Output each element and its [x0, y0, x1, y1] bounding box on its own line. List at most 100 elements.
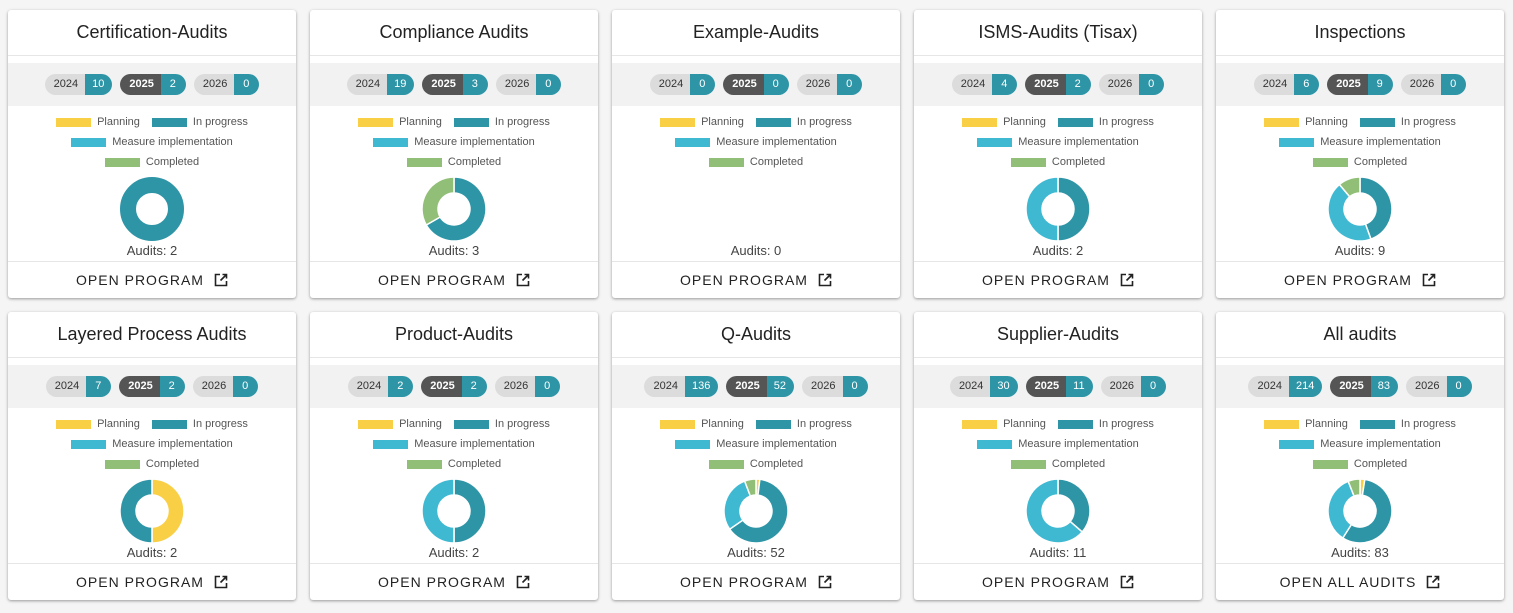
legend-item[interactable]: Completed — [708, 458, 803, 470]
legend-item[interactable]: Planning — [962, 116, 1046, 128]
legend-label: Planning — [701, 116, 744, 128]
open-program-button[interactable]: OPEN PROGRAM — [1216, 261, 1504, 298]
donut-slice-in-progress[interactable] — [1341, 478, 1393, 544]
open-program-button[interactable]: OPEN PROGRAM — [8, 261, 296, 298]
legend-item[interactable]: In progress — [755, 418, 852, 430]
legend-item[interactable]: Completed — [104, 156, 199, 168]
legend-item[interactable]: Completed — [1010, 156, 1105, 168]
legend-item[interactable]: Completed — [1010, 458, 1105, 470]
legend-item[interactable]: Measure implementation — [71, 438, 233, 450]
legend-item[interactable]: Completed — [406, 458, 501, 470]
year-chip-2024[interactable]: 2024 0 — [649, 74, 716, 95]
legend-item[interactable]: Measure implementation — [977, 136, 1139, 148]
donut-slice-measure-implementation[interactable] — [421, 478, 455, 544]
year-chip-2026[interactable]: 2026 0 — [192, 376, 259, 397]
open-program-button[interactable]: OPEN PROGRAM — [612, 563, 900, 600]
year-chip-2025[interactable]: 2025 83 — [1330, 376, 1399, 397]
donut-slice-completed[interactable] — [421, 176, 455, 227]
open-program-button[interactable]: OPEN ALL AUDITS — [1216, 563, 1504, 600]
year-chip-2024[interactable]: 2024 136 — [644, 376, 719, 397]
donut-slice-completed[interactable] — [743, 478, 757, 498]
year-chip-2025[interactable]: 2025 2 — [119, 376, 185, 397]
open-program-button[interactable]: OPEN PROGRAM — [612, 261, 900, 298]
legend-item[interactable]: Planning — [56, 116, 140, 128]
year-chip-2024[interactable]: 2024 7 — [45, 376, 112, 397]
year-chip-2026[interactable]: 2026 0 — [802, 376, 868, 397]
legend-item[interactable]: In progress — [1057, 418, 1154, 430]
open-program-button[interactable]: OPEN PROGRAM — [310, 563, 598, 600]
legend-item[interactable]: Measure implementation — [373, 136, 535, 148]
year-chip-2026[interactable]: 2026 0 — [1098, 74, 1165, 95]
legend-item[interactable]: Planning — [358, 116, 442, 128]
legend-item[interactable]: Planning — [660, 116, 744, 128]
legend-item[interactable]: Measure implementation — [1279, 438, 1441, 450]
legend-item[interactable]: Planning — [56, 418, 140, 430]
legend-item[interactable]: In progress — [1359, 116, 1456, 128]
donut-slice-measure-implementation[interactable] — [1327, 183, 1372, 242]
open-program-button[interactable]: OPEN PROGRAM — [8, 563, 296, 600]
donut-slice-in-progress[interactable] — [1359, 176, 1393, 241]
donut-slice-completed[interactable] — [1347, 478, 1361, 498]
legend-item[interactable]: Planning — [660, 418, 744, 430]
donut-slice-completed[interactable] — [1338, 176, 1361, 198]
donut-slice-measure-implementation[interactable] — [723, 480, 752, 531]
legend-item[interactable]: In progress — [1359, 418, 1456, 430]
year-chip-2024[interactable]: 2024 214 — [1248, 376, 1323, 397]
legend-item[interactable]: In progress — [151, 116, 248, 128]
legend-item[interactable]: Measure implementation — [1279, 136, 1441, 148]
year-chip-2025[interactable]: 2025 2 — [421, 376, 487, 397]
year-chip-2024[interactable]: 2024 4 — [951, 74, 1018, 95]
year-chip-2026[interactable]: 2026 0 — [1406, 376, 1472, 397]
donut-slice-in-progress[interactable] — [1057, 176, 1091, 242]
legend-item[interactable]: Planning — [1264, 116, 1348, 128]
year-chip-2025[interactable]: 2025 11 — [1025, 376, 1093, 397]
legend-item[interactable]: Completed — [1312, 458, 1407, 470]
year-chip-2025[interactable]: 2025 3 — [422, 74, 488, 95]
legend-item[interactable]: Measure implementation — [675, 136, 837, 148]
open-program-button[interactable]: OPEN PROGRAM — [914, 563, 1202, 600]
legend-item[interactable]: Measure implementation — [675, 438, 837, 450]
legend-item[interactable]: In progress — [453, 116, 550, 128]
year-chip-2026[interactable]: 2026 0 — [796, 74, 863, 95]
legend-item[interactable]: Measure implementation — [977, 438, 1139, 450]
donut-slice-measure-implementation[interactable] — [1025, 478, 1084, 544]
year-chip-2024[interactable]: 2024 30 — [949, 376, 1018, 397]
legend-item[interactable]: Planning — [1264, 418, 1348, 430]
donut-slice-in-progress[interactable] — [453, 478, 487, 544]
donut-slice-in-progress[interactable] — [425, 176, 487, 242]
year-chip-2025[interactable]: 2025 52 — [726, 376, 795, 397]
donut-slice-measure-implementation[interactable] — [1025, 176, 1059, 242]
legend-item[interactable]: Completed — [1312, 156, 1407, 168]
year-chip-2024[interactable]: 2024 19 — [346, 74, 415, 95]
year-chip-2026[interactable]: 2026 0 — [1400, 74, 1467, 95]
donut-slice-in-progress[interactable] — [1057, 478, 1091, 534]
open-program-button[interactable]: OPEN PROGRAM — [914, 261, 1202, 298]
legend-item[interactable]: Completed — [104, 458, 199, 470]
legend-item[interactable]: In progress — [453, 418, 550, 430]
legend-item[interactable]: Completed — [406, 156, 501, 168]
year-chip-2024[interactable]: 2024 6 — [1253, 74, 1320, 95]
year-chip-2026[interactable]: 2026 0 — [495, 74, 562, 95]
legend-item[interactable]: Completed — [708, 156, 803, 168]
year-chip-2025[interactable]: 2025 2 — [120, 74, 186, 95]
year-chip-2025[interactable]: 2025 2 — [1025, 74, 1091, 95]
legend-item[interactable]: In progress — [755, 116, 852, 128]
donut-slice-in-progress[interactable] — [119, 478, 153, 544]
year-chip-2026[interactable]: 2026 0 — [1100, 376, 1167, 397]
year-chip-2026[interactable]: 2026 0 — [193, 74, 260, 95]
year-chip-2025[interactable]: 2025 0 — [723, 74, 789, 95]
legend-item[interactable]: Measure implementation — [373, 438, 535, 450]
donut-slice-in-progress[interactable] — [728, 478, 789, 544]
legend-item[interactable]: Planning — [358, 418, 442, 430]
year-chip-2026[interactable]: 2026 0 — [494, 376, 561, 397]
year-chip-2025[interactable]: 2025 9 — [1327, 74, 1393, 95]
open-program-button[interactable]: OPEN PROGRAM — [310, 261, 598, 298]
legend-item[interactable]: In progress — [1057, 116, 1154, 128]
year-chip-2024[interactable]: 2024 2 — [347, 376, 414, 397]
donut-slice-in-progress[interactable] — [120, 177, 184, 241]
legend-item[interactable]: Measure implementation — [71, 136, 233, 148]
donut-slice-planning[interactable] — [151, 478, 185, 544]
legend-item[interactable]: In progress — [151, 418, 248, 430]
legend-item[interactable]: Planning — [962, 418, 1046, 430]
year-chip-2024[interactable]: 2024 10 — [44, 74, 113, 95]
